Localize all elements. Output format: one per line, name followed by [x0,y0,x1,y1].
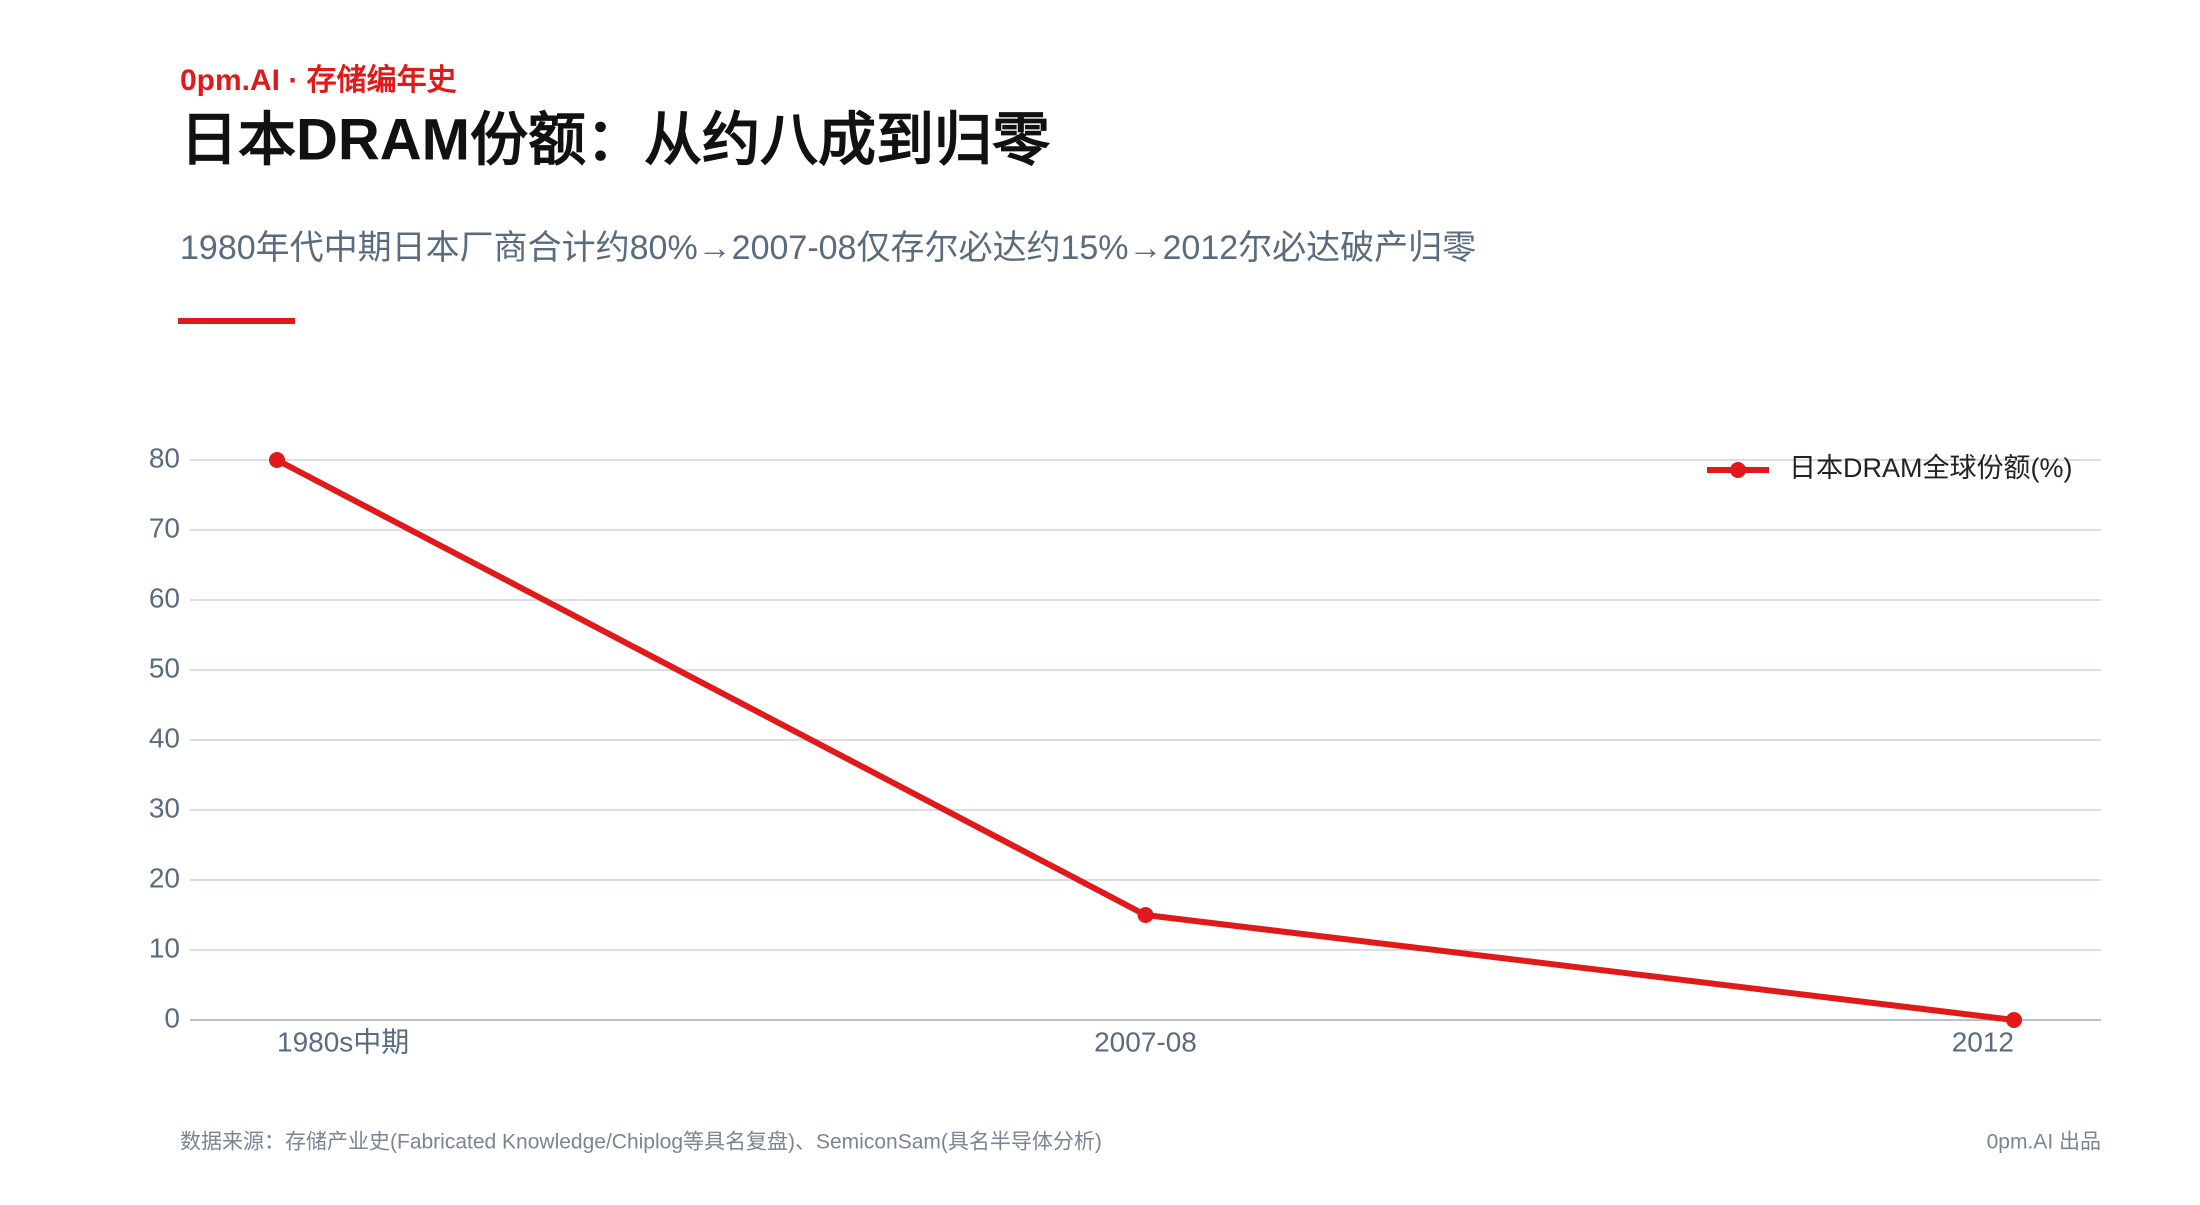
point [1137,907,1154,923]
y-tick-label: 50 [149,652,180,683]
y-tick-label: 0 [164,1002,180,1033]
y-tick-label: 10 [149,932,180,963]
y-tick-label: 80 [149,442,180,473]
y-tick-label: 40 [149,722,180,753]
chart-title: 日本DRAM份额：从约八成到归零 [180,107,1051,172]
y-tick-label: 70 [149,512,180,543]
x-tick-label: 2007-08 [1094,1026,1197,1057]
y-tick-label: 20 [149,862,180,893]
y-tick-label: 60 [149,582,180,613]
brand: 0pm.AI · 存储编年史 [180,63,457,97]
source-note: 数据来源：存储产业史(Fabricated Knowledge/Chiplog等… [180,1131,1102,1154]
credit: 0pm.AI 出品 [1987,1131,2101,1154]
y-tick-label: 30 [149,792,180,823]
x-tick-label: 1980s中期 [277,1026,409,1057]
point [2006,1012,2022,1028]
x-tick-label: 2012 [1952,1026,2014,1057]
accent-bar [178,318,295,324]
legend-marker [1730,462,1746,478]
legend-label: 日本DRAM全球份额(%) [1789,453,2073,483]
chart-subtitle: 1980年代中期日本厂商合计约80%→2007-08仅存尔必达约15%→2012… [180,229,1476,267]
point [269,452,285,468]
